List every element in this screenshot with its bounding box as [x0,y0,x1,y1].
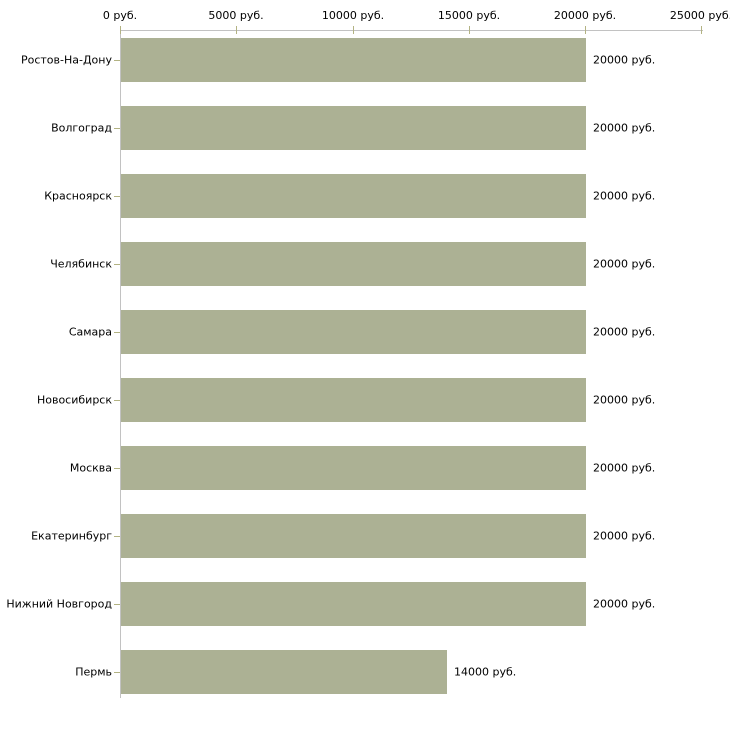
value-label: 14000 руб. [454,665,517,679]
x-tick-label: 25000 руб. [669,9,730,22]
category-tick-mark [114,264,120,265]
x-axis-line [120,30,703,31]
category-tick-mark [114,332,120,333]
value-label: 20000 руб. [593,461,656,475]
bar [121,650,447,694]
y-axis-line [120,30,121,698]
value-label: 20000 руб. [593,121,656,135]
x-tick-label: 20000 руб. [553,9,617,22]
category-tick-mark [114,60,120,61]
category-label: Пермь [75,665,112,679]
bar [121,446,586,490]
category-label: Самара [68,325,112,339]
x-tick-mark [236,26,237,34]
x-tick-mark [701,26,702,34]
value-label: 20000 руб. [593,393,656,407]
x-tick-mark [353,26,354,34]
category-tick-mark [114,400,120,401]
bar [121,106,586,150]
value-label: 20000 руб. [593,257,656,271]
bar [121,514,586,558]
category-label: Ростов-На-Дону [20,53,112,67]
x-tick-label: 5000 руб. [208,9,264,22]
value-label: 20000 руб. [593,53,656,67]
value-label: 20000 руб. [593,189,656,203]
category-label: Москва [69,461,112,475]
category-tick-mark [114,468,120,469]
bar [121,378,586,422]
bar [121,38,586,82]
bar [121,310,586,354]
category-label: Нижний Новгород [6,597,112,611]
category-tick-mark [114,604,120,605]
category-tick-mark [114,128,120,129]
x-tick-label: 15000 руб. [437,9,501,22]
value-label: 20000 руб. [593,529,656,543]
category-label: Екатеринбург [31,529,112,543]
category-label: Новосибирск [36,393,112,407]
x-tick-mark [120,26,121,34]
bar [121,174,586,218]
x-tick-mark [469,26,470,34]
x-tick-mark [585,26,586,34]
bar [121,242,586,286]
x-tick-label: 0 руб. [102,9,138,22]
bar [121,582,586,626]
category-label: Волгоград [51,121,112,135]
x-tick-label: 10000 руб. [321,9,385,22]
value-label: 20000 руб. [593,597,656,611]
category-tick-mark [114,196,120,197]
category-tick-mark [114,672,120,673]
category-label: Красноярск [44,189,112,203]
category-label: Челябинск [50,257,112,271]
category-tick-mark [114,536,120,537]
value-label: 20000 руб. [593,325,656,339]
